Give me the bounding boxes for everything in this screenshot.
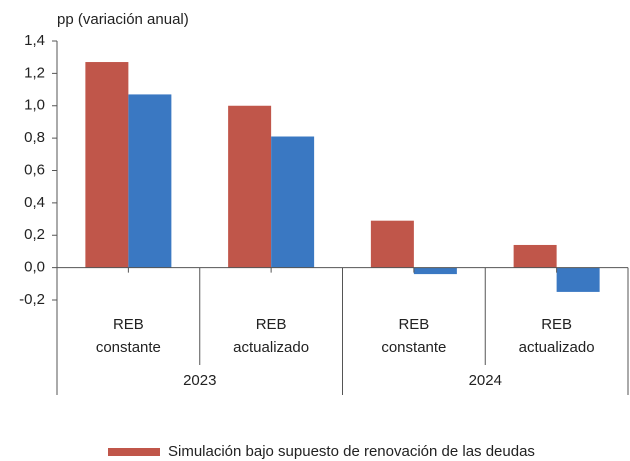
bar — [85, 62, 129, 268]
bar — [370, 220, 414, 268]
x-tick-label: constante — [96, 339, 161, 356]
group-label: 2024 — [469, 372, 502, 389]
legend-label: Simulación bajo supuesto de renovación d… — [168, 443, 535, 460]
y-tick-label: 0,8 — [24, 129, 45, 146]
bar — [228, 105, 272, 268]
legend-swatch — [108, 448, 160, 456]
x-tick-label: actualizado — [233, 339, 309, 356]
x-tick-label: REB — [113, 316, 144, 333]
x-tick-label: constante — [381, 339, 446, 356]
y-tick-label: 0,6 — [24, 161, 45, 178]
x-tick-label: actualizado — [519, 339, 595, 356]
y-tick-label: 0,0 — [24, 259, 45, 276]
group-label: 2023 — [183, 372, 216, 389]
y-tick-label: 0,4 — [24, 194, 45, 211]
y-tick-label: 1,2 — [24, 64, 45, 81]
y-tick-label: 1,0 — [24, 97, 45, 114]
bar — [128, 94, 172, 268]
y-tick-label: -0,2 — [19, 291, 45, 308]
bar — [271, 136, 315, 268]
bar — [556, 267, 600, 292]
x-tick-label: REB — [398, 316, 429, 333]
x-tick-label: REB — [256, 316, 287, 333]
x-tick-label: REB — [541, 316, 572, 333]
y-tick-label: 0,2 — [24, 226, 45, 243]
y-tick-label: 1,4 — [24, 32, 45, 49]
bar — [513, 244, 557, 268]
y-axis-label: pp (variación anual) — [57, 11, 189, 28]
bar — [413, 267, 457, 275]
